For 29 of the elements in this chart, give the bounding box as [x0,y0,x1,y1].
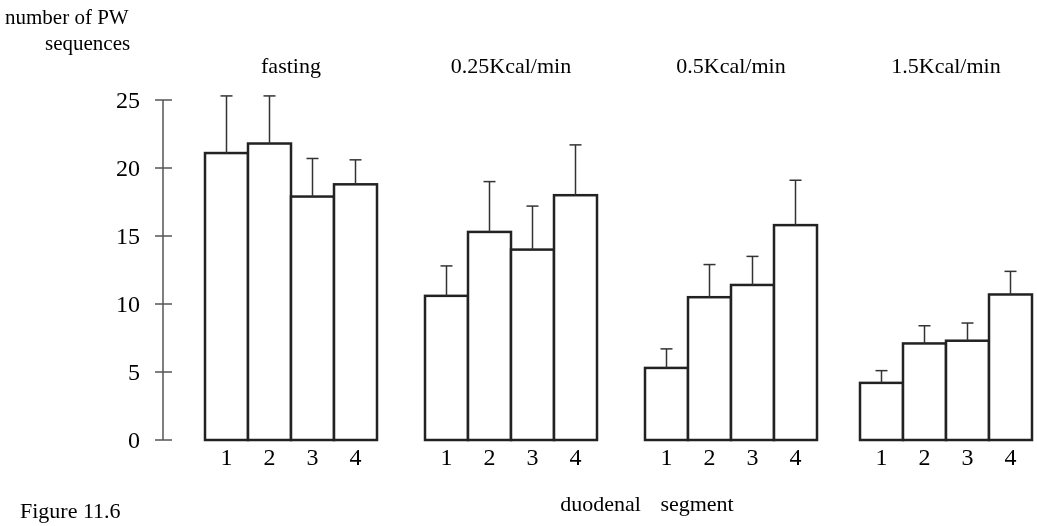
y-tick-label: 0 [128,427,140,453]
x-tick-label: 4 [1004,444,1017,470]
caption: Figure 11.6 [20,498,121,523]
chart-title: 1.5Kcal/min [891,53,1001,78]
x-tick-label: 3 [961,444,974,470]
y-tick-label: 5 [128,359,140,385]
x-tick-label: 2 [483,444,496,470]
x-tick-label: 1 [875,444,888,470]
x-tick-label: 4 [349,444,362,470]
x-tick-label: 3 [526,444,539,470]
x-tick-label: 1 [660,444,673,470]
x-tick-label: 4 [569,444,582,470]
y-tick-label: 10 [116,291,140,317]
x-tick-label: 4 [789,444,802,470]
chart-title: 0.5Kcal/min [676,53,786,78]
x-tick-label: 2 [263,444,276,470]
y-axis-title: number of PW sequences [5,5,131,55]
x-tick-label: 3 [306,444,319,470]
x-tick-label: 2 [918,444,931,470]
x-tick-label: 1 [440,444,453,470]
x-tick-label: 1 [220,444,233,470]
chart-title: fasting [261,53,321,78]
y-tick-label: 20 [116,155,140,181]
x-tick-label: 2 [703,444,716,470]
x-axis-title: duodenal segment [560,491,734,516]
chart-title: 0.25Kcal/min [450,53,572,78]
x-tick-label: 3 [746,444,759,470]
y-tick-label: 25 [116,87,140,113]
y-tick-label: 15 [116,223,140,249]
